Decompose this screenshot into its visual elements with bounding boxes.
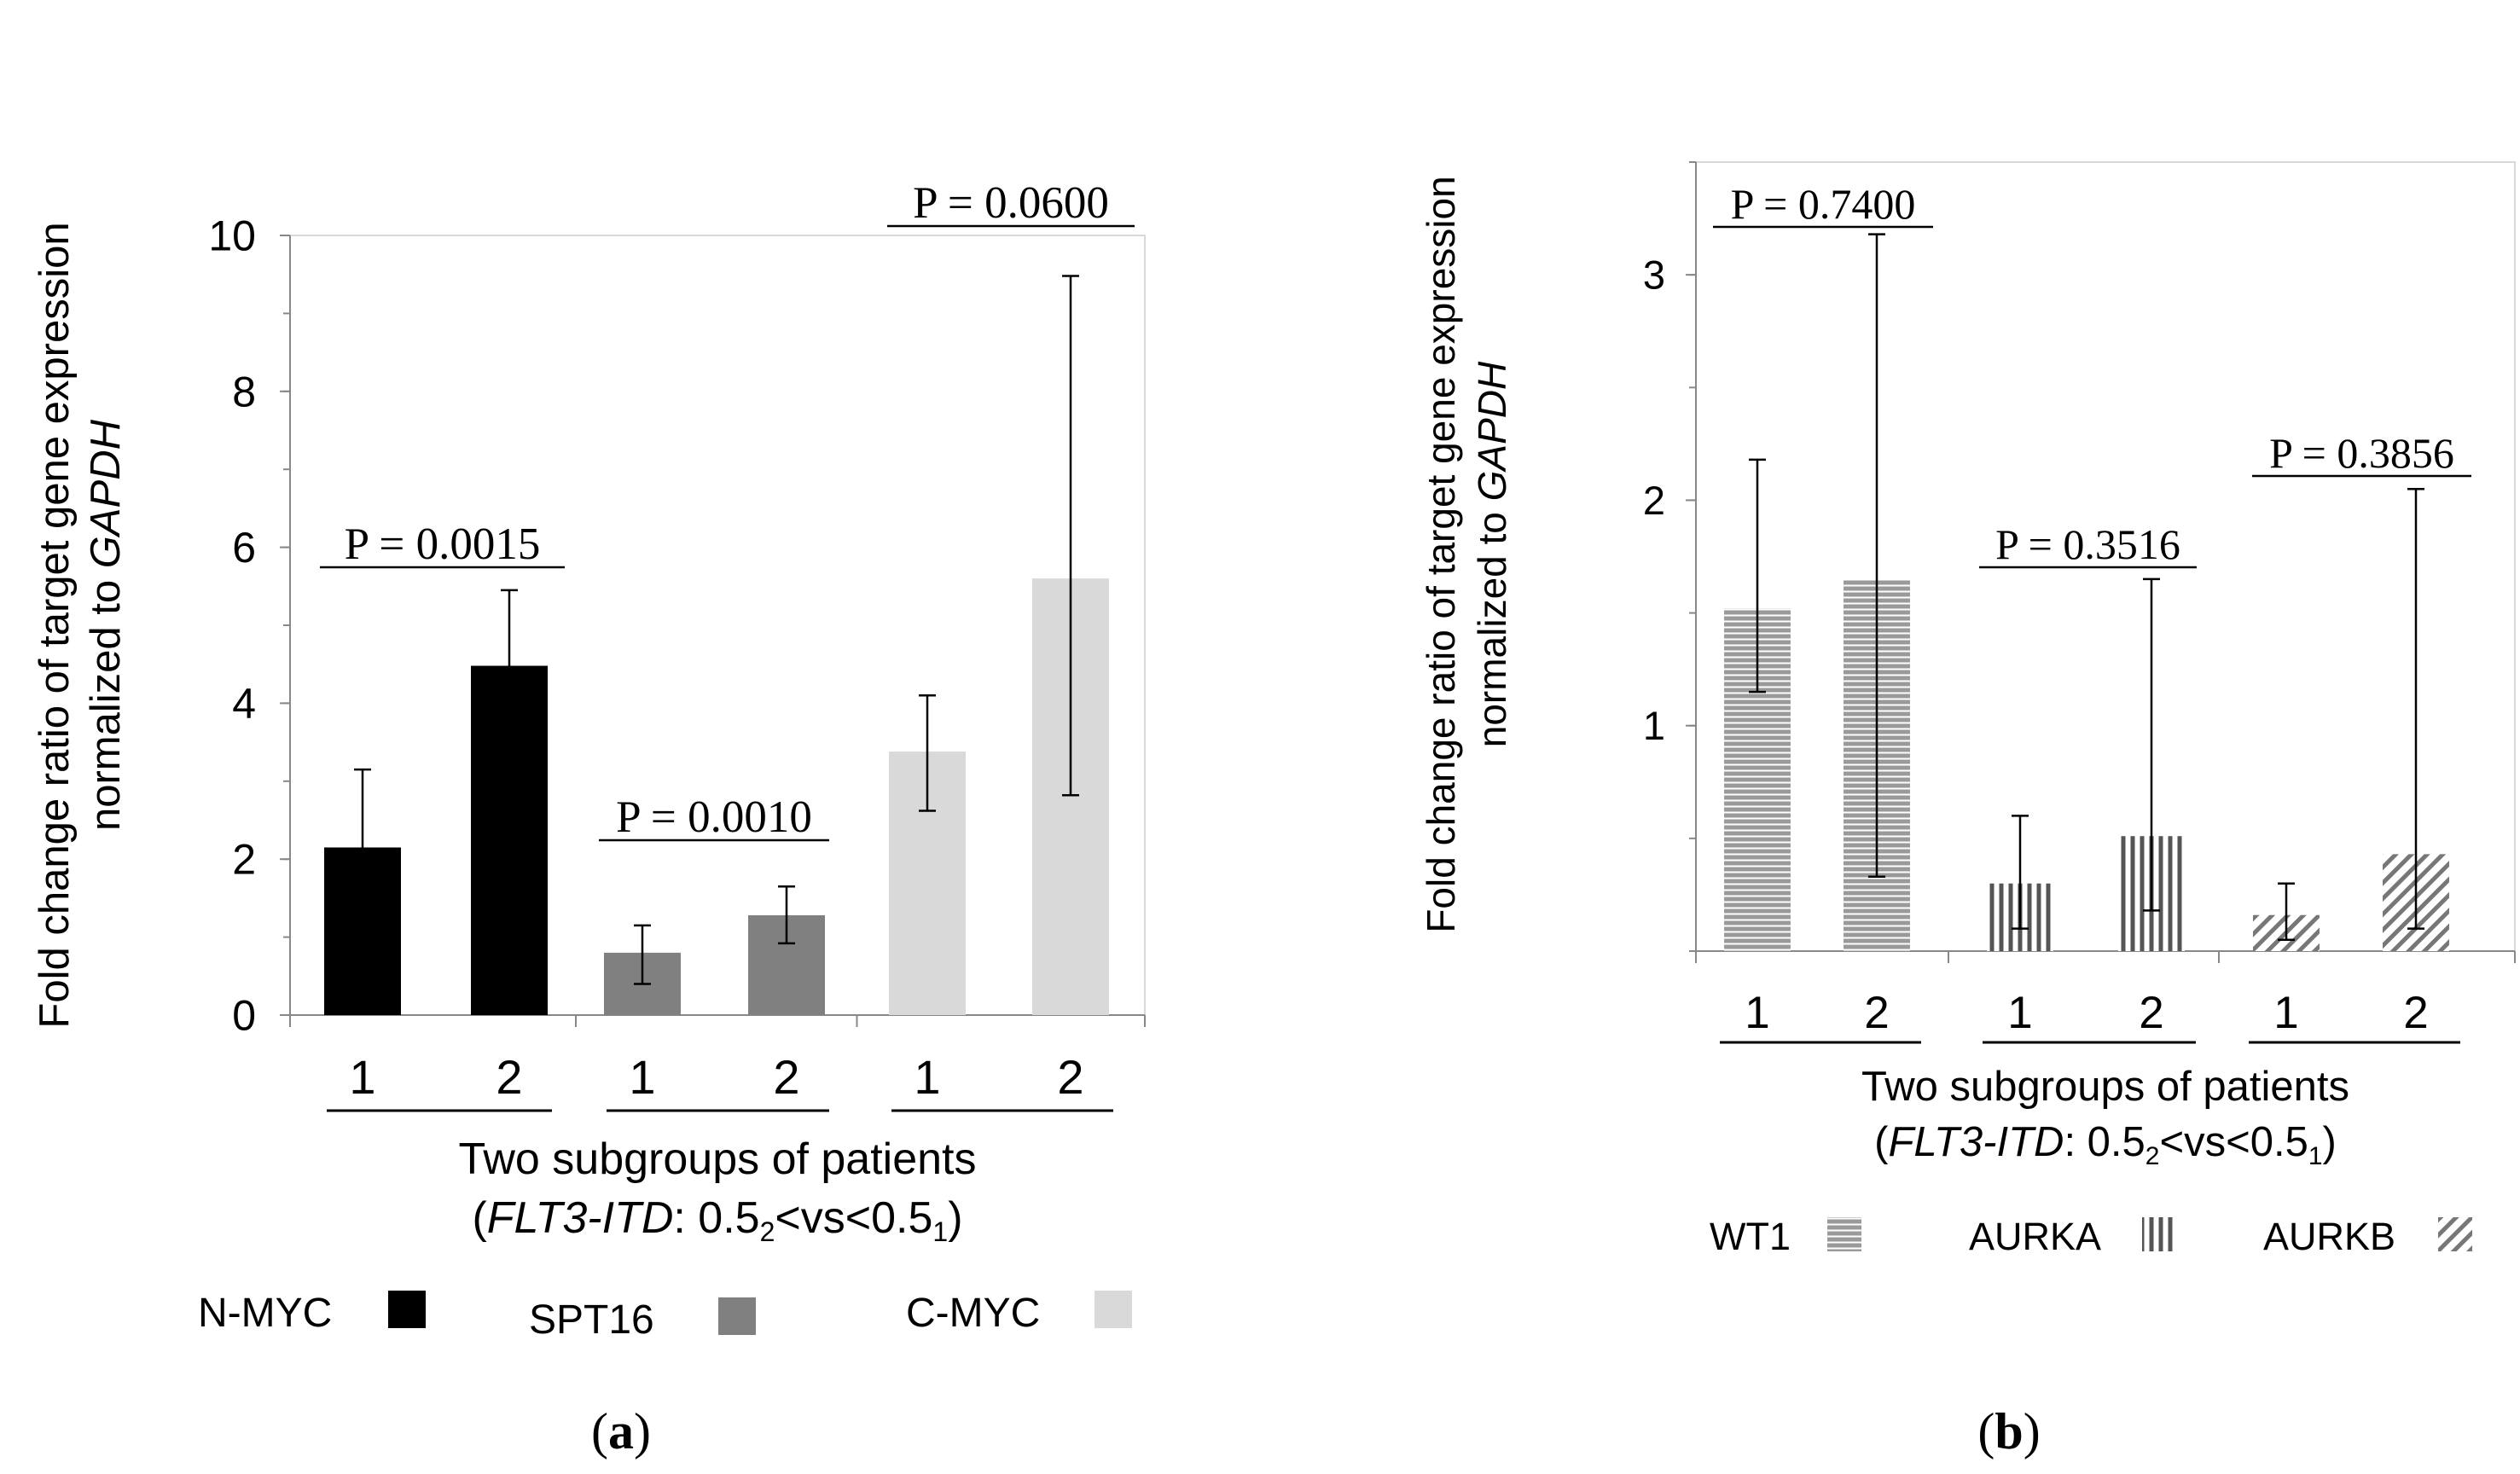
y-ticks-b: 1 2 3 xyxy=(1643,161,1696,952)
p-value-labels-a: P = 0.0015 P = 0.0010 P = 0.0600 xyxy=(320,178,1135,842)
x-category-labels-a: 1 2 1 2 1 2 xyxy=(289,1015,1146,1112)
panel-a: 0 2 4 6 8 10 P = 0.0015 P = 0.0010 P = 0.0600 1… xyxy=(32,178,1146,1459)
legend-label: AURKA xyxy=(1969,1215,2101,1258)
x-axis-label-line1-a: Two subgroups of patients xyxy=(458,1135,976,1184)
p-value-labels-b: P = 0.7400 P = 0.3516 P = 0.3856 xyxy=(1713,180,2471,569)
plot-area-a xyxy=(289,235,1146,1016)
legend-a: N-MYC SPT16 C-MYC xyxy=(198,1291,1132,1343)
x-category-label: 1 xyxy=(2273,988,2298,1038)
x-category-label: 2 xyxy=(2403,988,2428,1038)
x-category-label: 2 xyxy=(1057,1050,1083,1104)
x-axis-label-line2-a: (FLT3-ITD: 0.52<vs<0.51) xyxy=(472,1193,962,1247)
y-axis-label-line1-a: Fold change ratio of target gene express… xyxy=(32,222,78,1028)
x-category-label: 1 xyxy=(2007,988,2032,1038)
y-tick-label: 0 xyxy=(232,992,256,1040)
x-category-labels-b: 1 2 1 2 1 2 xyxy=(1695,951,2516,1044)
x-category-label: 1 xyxy=(629,1050,655,1104)
legend-swatch-n-myc xyxy=(388,1291,426,1328)
x-category-label: 2 xyxy=(1864,988,1889,1038)
panel-label-a: (a) xyxy=(591,1403,651,1459)
legend-swatch-aurkb xyxy=(2438,1217,2472,1251)
legend-b: WT1 AURKA AURKB xyxy=(1710,1215,2472,1258)
y-axis-label-line1-b: Fold change ratio of target gene express… xyxy=(1419,176,1463,932)
x-category-label: 1 xyxy=(349,1050,375,1104)
x-category-label: 2 xyxy=(2139,988,2163,1038)
error-bars-b xyxy=(1749,233,2424,942)
p-value-label: P = 0.0600 xyxy=(913,178,1109,228)
y-tick-label: 6 xyxy=(232,524,256,572)
y-tick-label: 3 xyxy=(1643,252,1665,298)
error-bars-a xyxy=(354,275,1079,985)
p-value-label: P = 0.3856 xyxy=(2269,429,2454,477)
legend-swatch-spt16 xyxy=(718,1297,756,1335)
legend-label: AURKB xyxy=(2263,1215,2395,1258)
x-category-label: 2 xyxy=(496,1050,522,1104)
x-category-label: 1 xyxy=(1745,988,1769,1038)
panel-label-b: (b) xyxy=(1977,1403,2040,1459)
legend-label: WT1 xyxy=(1710,1215,1791,1258)
legend-swatch-c-myc xyxy=(1095,1291,1132,1328)
legend-label: SPT16 xyxy=(529,1297,654,1343)
p-value-label: P = 0.0015 xyxy=(345,519,541,569)
y-axis-label-line2-b: normalized to GAPDH xyxy=(1470,361,1514,747)
y-axis-label-line2-a: normalized to GAPDH xyxy=(83,419,129,831)
y-tick-label: 2 xyxy=(232,836,256,884)
y-ticks-a: 0 2 4 6 8 10 xyxy=(208,212,290,1040)
legend-swatch-wt1 xyxy=(1827,1217,1861,1251)
bars-b xyxy=(1724,578,2449,951)
x-axis-label-line2-b: (FLT3-ITD: 0.52<vs<0.51) xyxy=(1874,1119,2337,1170)
y-tick-label: 1 xyxy=(1643,703,1665,748)
y-tick-label: 8 xyxy=(232,368,256,415)
legend-label: C-MYC xyxy=(906,1291,1040,1336)
y-tick-label: 2 xyxy=(1643,478,1665,523)
x-category-label: 2 xyxy=(773,1050,799,1104)
y-tick-label: 4 xyxy=(232,680,256,728)
y-tick-label: 10 xyxy=(208,212,256,260)
legend-label: N-MYC xyxy=(198,1291,332,1336)
p-value-label: P = 0.7400 xyxy=(1731,180,1916,228)
x-category-label: 1 xyxy=(914,1050,940,1104)
p-value-label: P = 0.3516 xyxy=(1995,520,2180,568)
legend-swatch-aurka xyxy=(2142,1217,2176,1251)
p-value-label: P = 0.0010 xyxy=(616,792,812,842)
x-axis-label-line1-b: Two subgroups of patients xyxy=(1861,1064,2349,1110)
